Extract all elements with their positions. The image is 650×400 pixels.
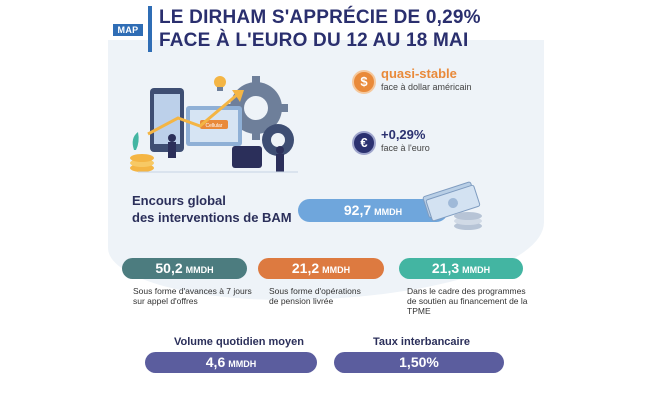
encours-label-line-2: des interventions de BAM xyxy=(132,210,292,225)
volume-label: Volume quotidien moyen xyxy=(174,336,304,348)
breakdown-value: 21,2 xyxy=(291,260,320,276)
encours-label-line-1: Encours global xyxy=(132,193,226,208)
encours-value-pill: 92,7 MMDH xyxy=(298,199,448,222)
lightbulb-icon xyxy=(214,76,226,91)
encours-label: Encours global des interventions de BAM xyxy=(132,192,312,226)
taux-value: 1,50% xyxy=(399,354,439,370)
page-title: LE DIRHAM S'APPRÉCIE DE 0,29% FACE À L'E… xyxy=(159,6,539,52)
breakdown-desc-line: sur appel d'offres xyxy=(133,296,198,306)
taux-label: Taux interbancaire xyxy=(373,336,470,348)
title-line-2: FACE À L'EURO DU 12 AU 18 MAI xyxy=(159,30,469,51)
euro-icon: € xyxy=(352,131,376,155)
breakdown-desc-line: Sous forme d'opérations xyxy=(269,286,361,296)
breakdown-pill-pension: 21,2 MMDH xyxy=(258,258,384,279)
breakdown-desc-line: de pension livrée xyxy=(269,296,334,306)
breakdown-pill-tpme: 21,3 MMDH xyxy=(399,258,523,279)
encours-unit: MMDH xyxy=(374,207,403,217)
finance-illustration: Cellular xyxy=(130,76,298,173)
volume-value-pill: 4,6 MMDH xyxy=(145,352,317,373)
stat-sub-dollar: face à dollar américain xyxy=(381,82,472,92)
wallet-icon xyxy=(232,146,262,168)
plant-icon xyxy=(132,132,139,150)
breakdown-unit: MMDH xyxy=(462,265,491,275)
stat-value-dollar: quasi-stable xyxy=(381,66,457,81)
stat-sub-euro: face à l'euro xyxy=(381,143,430,153)
volume-unit: MMDH xyxy=(228,359,257,369)
breakdown-value: 21,3 xyxy=(431,260,460,276)
background-wave xyxy=(108,40,544,300)
person-icon xyxy=(276,146,284,172)
coins-icon xyxy=(130,154,154,172)
breakdown-desc-line: de soutien au financement de la TPME xyxy=(407,296,528,316)
breakdown-desc-avances: Sous forme d'avances à 7 jours sur appel… xyxy=(133,286,253,306)
volume-value: 4,6 xyxy=(205,354,226,370)
breakdown-desc-pension: Sous forme d'opérations de pension livré… xyxy=(269,286,389,306)
stat-value-euro: +0,29% xyxy=(381,127,426,142)
banknotes-icon xyxy=(422,181,482,230)
title-line-1: LE DIRHAM S'APPRÉCIE DE 0,29% xyxy=(159,7,481,28)
person-icon xyxy=(168,134,176,158)
breakdown-desc-line: Dans le cadre des programmes xyxy=(407,286,526,296)
title-accent-bar xyxy=(148,6,152,52)
breakdown-value: 50,2 xyxy=(155,260,183,276)
dollar-icon: $ xyxy=(352,70,376,94)
taux-value-pill: 1,50% xyxy=(334,352,504,373)
breakdown-pill-avances: 50,2 MMDH xyxy=(122,258,247,279)
trend-arrow-icon xyxy=(147,92,239,136)
breakdown-unit: MMDH xyxy=(185,265,214,275)
gear-icon xyxy=(262,124,294,156)
screen-label: Cellular xyxy=(206,123,223,129)
breakdown-desc-tpme: Dans le cadre des programmes de soutien … xyxy=(407,286,547,316)
breakdown-desc-line: Sous forme d'avances à 7 jours xyxy=(133,286,252,296)
breakdown-unit: MMDH xyxy=(322,265,351,275)
encours-value: 92,7 xyxy=(343,202,372,218)
map-logo: MAP xyxy=(113,24,143,36)
